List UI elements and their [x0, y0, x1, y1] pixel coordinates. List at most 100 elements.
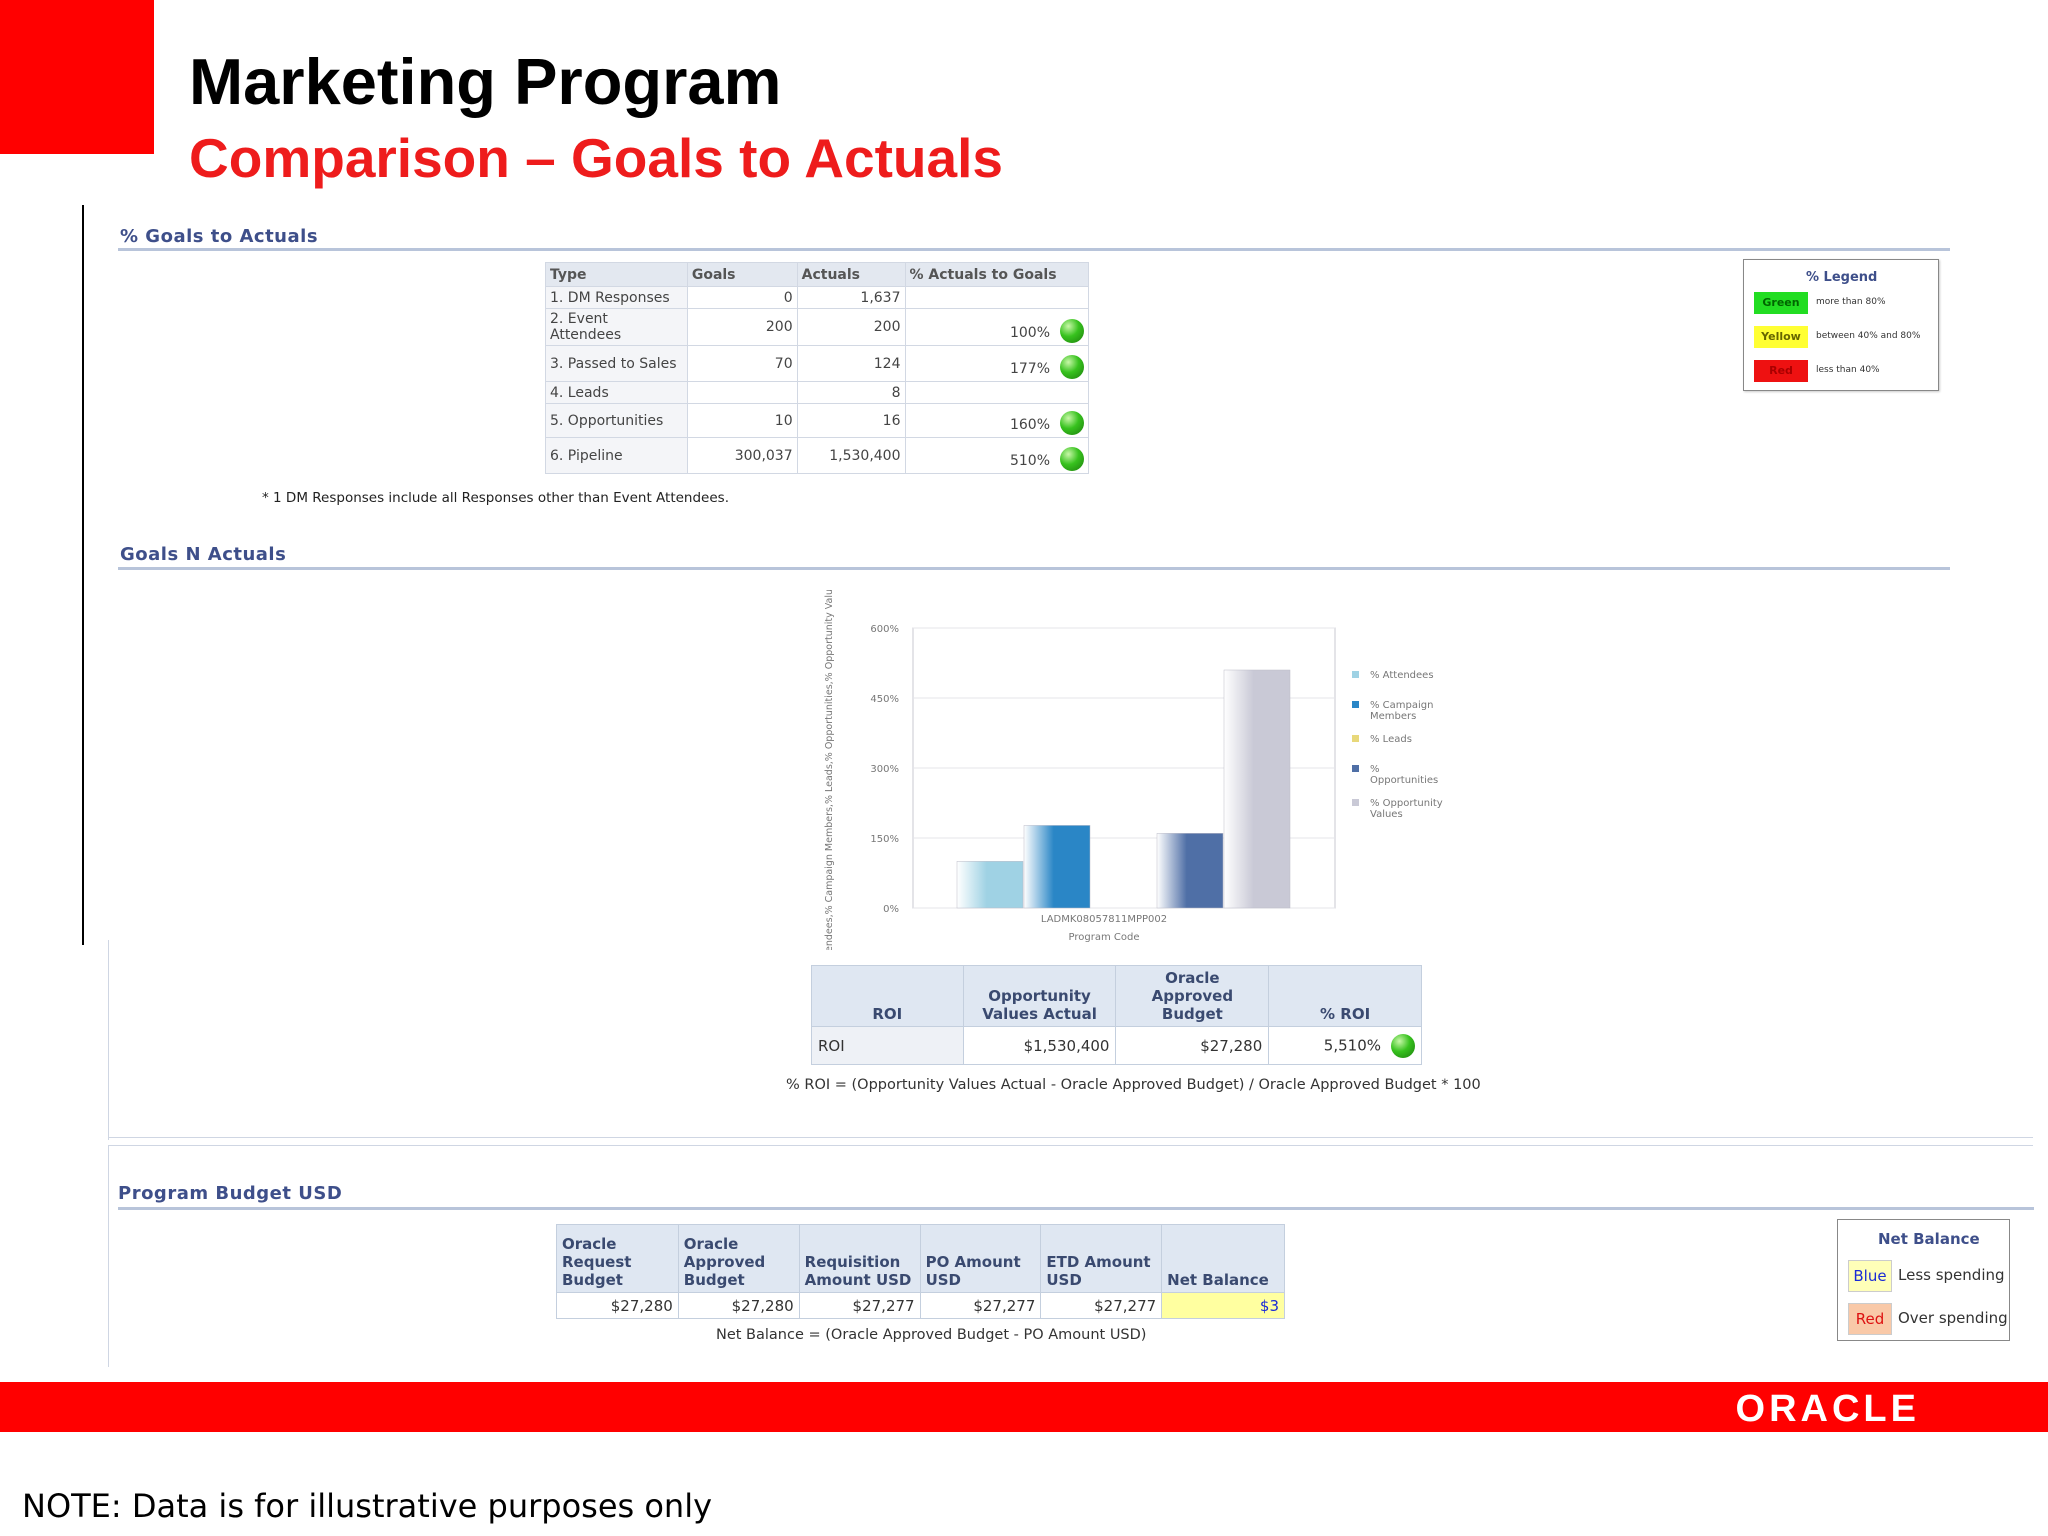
legend-desc: between 40% and 80% — [1816, 331, 1921, 341]
green-status-icon — [1060, 411, 1084, 435]
panel-border-bottom — [108, 1137, 2033, 1138]
roi-row-label: ROI — [811, 1026, 964, 1065]
page-title: Marketing Program — [189, 45, 782, 118]
row-type: 1. DM Responses — [545, 286, 688, 309]
approved-budget-col-header: Oracle Approved Budget — [1115, 965, 1270, 1027]
legend-swatch-yellow: Yellow — [1754, 326, 1808, 348]
chart-legend-label: % Campaign Members — [1370, 700, 1433, 722]
budget-col-header: Requisition Amount USD — [798, 1224, 921, 1293]
green-status-icon — [1060, 447, 1084, 471]
legend-desc: less than 40% — [1816, 365, 1880, 375]
budget-col-header: Net Balance — [1161, 1224, 1285, 1293]
page-subtitle: Comparison – Goals to Actuals — [189, 127, 1003, 189]
chart-bar-opportunities — [1156, 833, 1224, 909]
row-goals: 200 — [686, 308, 798, 346]
chart-y-tick-label: 450% — [870, 694, 899, 705]
row-pct-cell — [904, 286, 1089, 309]
row-pct: 510% — [1009, 453, 1050, 469]
chart-bar-campaign-members — [1023, 825, 1091, 909]
budget-value: $27,277 — [798, 1292, 921, 1319]
row-pct-cell: 160% — [904, 403, 1089, 438]
chart-y-tick-label: 150% — [870, 834, 899, 845]
goals-table-row: 4. Leads 8 — [545, 381, 1089, 404]
roi-approved-budget: $27,280 — [1115, 1026, 1270, 1065]
row-pct: 160% — [1009, 417, 1050, 433]
row-actuals: 124 — [796, 345, 906, 382]
row-actuals: 200 — [796, 308, 906, 346]
chart-y-axis-label: % Attendees,% Campaign Members,% Leads,%… — [824, 590, 835, 950]
net-balance-formula: Net Balance = (Oracle Approved Budget - … — [716, 1327, 1147, 1343]
goals-to-actuals-table: Type Goals Actuals % Actuals to Goals 1.… — [545, 262, 1089, 474]
oracle-logo: ORACLE — [1735, 1388, 1920, 1430]
row-goals: 70 — [686, 345, 798, 382]
row-goals: 0 — [686, 286, 798, 309]
panel-border-left-2 — [108, 1145, 109, 1367]
chart-x-tick-label: LADMK08057811MPP002 — [1041, 914, 1167, 925]
net-balance-desc: Less spending — [1898, 1266, 2005, 1284]
col-header-pct-actuals: % Actuals to Goals — [904, 262, 1089, 287]
chart-legend-swatch — [1352, 735, 1359, 742]
panel-border-top — [108, 1145, 2033, 1146]
col-header-actuals: Actuals — [796, 262, 906, 287]
budget-col-header: Oracle Approved Budget — [677, 1224, 800, 1293]
row-goals — [686, 381, 798, 404]
roi-pct-value: 5,510% — [1323, 1036, 1381, 1054]
roi-pct-cell: 5,510% — [1268, 1026, 1422, 1065]
row-pct: 177% — [1009, 361, 1050, 377]
chart-legend-swatch — [1352, 671, 1359, 678]
row-actuals: 1,530,400 — [796, 437, 906, 474]
chart-legend-swatch — [1352, 765, 1359, 772]
pct-legend-box: % Legend Green more than 80% Yellow between… — [1743, 259, 1939, 391]
row-pct-cell — [904, 381, 1089, 404]
row-actuals: 16 — [796, 403, 906, 438]
row-pct-cell: 510% — [904, 437, 1089, 474]
goals-table-row: 1. DM Responses 0 1,637 — [545, 286, 1089, 309]
chart-x-axis-label: Program Code — [1069, 932, 1140, 943]
green-status-icon — [1060, 319, 1084, 343]
legend-swatch-red: Red — [1754, 360, 1808, 382]
roi-table: ROI Opportunity Values Actual Oracle App… — [811, 965, 1422, 1065]
chart-bar-attendees — [956, 861, 1024, 909]
chart-legend-swatch — [1352, 799, 1359, 806]
row-type: 4. Leads — [545, 381, 688, 404]
slide-divider-line — [82, 205, 84, 945]
row-type: 6. Pipeline — [545, 437, 688, 474]
row-actuals: 1,637 — [796, 286, 906, 309]
green-status-icon — [1060, 355, 1084, 379]
goals-table-row: 5. Opportunities 10 16 160% — [545, 403, 1089, 438]
goals-n-actuals-heading: Goals N Actuals — [120, 544, 287, 565]
row-goals: 300,037 — [686, 437, 798, 474]
legend-desc: more than 80% — [1816, 297, 1886, 307]
budget-value: $27,280 — [677, 1292, 800, 1319]
chart-y-tick-label: 0% — [883, 904, 899, 915]
chart-legend-label: % Leads — [1370, 734, 1412, 745]
program-budget-table: Oracle Request Budget Oracle Approved Bud… — [556, 1224, 1285, 1319]
budget-col-header: ETD Amount USD — [1040, 1224, 1163, 1293]
chart-legend-label: % Attendees — [1370, 670, 1434, 681]
goals-to-actuals-rule — [118, 248, 1950, 251]
row-pct-cell: 100% — [904, 308, 1089, 346]
footer-red-bar — [0, 1382, 2048, 1432]
opp-values-col-header: Opportunity Values Actual — [962, 965, 1117, 1027]
budget-col-header: PO Amount USD — [919, 1224, 1042, 1293]
net-balance-legend-box: Net Balance Blue Less spending Red Over spe… — [1837, 1219, 2010, 1341]
panel-border-left — [108, 940, 109, 1140]
budget-value: $27,280 — [556, 1292, 679, 1319]
chart-y-tick-label: 600% — [870, 624, 899, 635]
pct-roi-col-header: % ROI — [1268, 965, 1422, 1027]
row-actuals: 8 — [796, 381, 906, 404]
budget-value: $27,277 — [1040, 1292, 1163, 1319]
program-budget-heading: Program Budget USD — [118, 1183, 343, 1204]
net-balance-value: $3 — [1161, 1292, 1285, 1319]
col-header-type: Type — [545, 262, 688, 287]
net-balance-chip-red: Red — [1848, 1303, 1892, 1335]
legend-swatch-green: Green — [1754, 292, 1808, 314]
goals-footnote: * 1 DM Responses include all Responses o… — [262, 490, 729, 506]
roi-col-header: ROI — [811, 965, 964, 1027]
net-balance-legend-title: Net Balance — [1878, 1230, 1980, 1248]
green-status-icon — [1391, 1033, 1415, 1058]
budget-value: $27,277 — [919, 1292, 1042, 1319]
goals-table-row: 2. Event Attendees 200 200 100% — [545, 308, 1089, 346]
roi-opp-values: $1,530,400 — [962, 1026, 1117, 1065]
brand-red-square — [0, 0, 154, 154]
